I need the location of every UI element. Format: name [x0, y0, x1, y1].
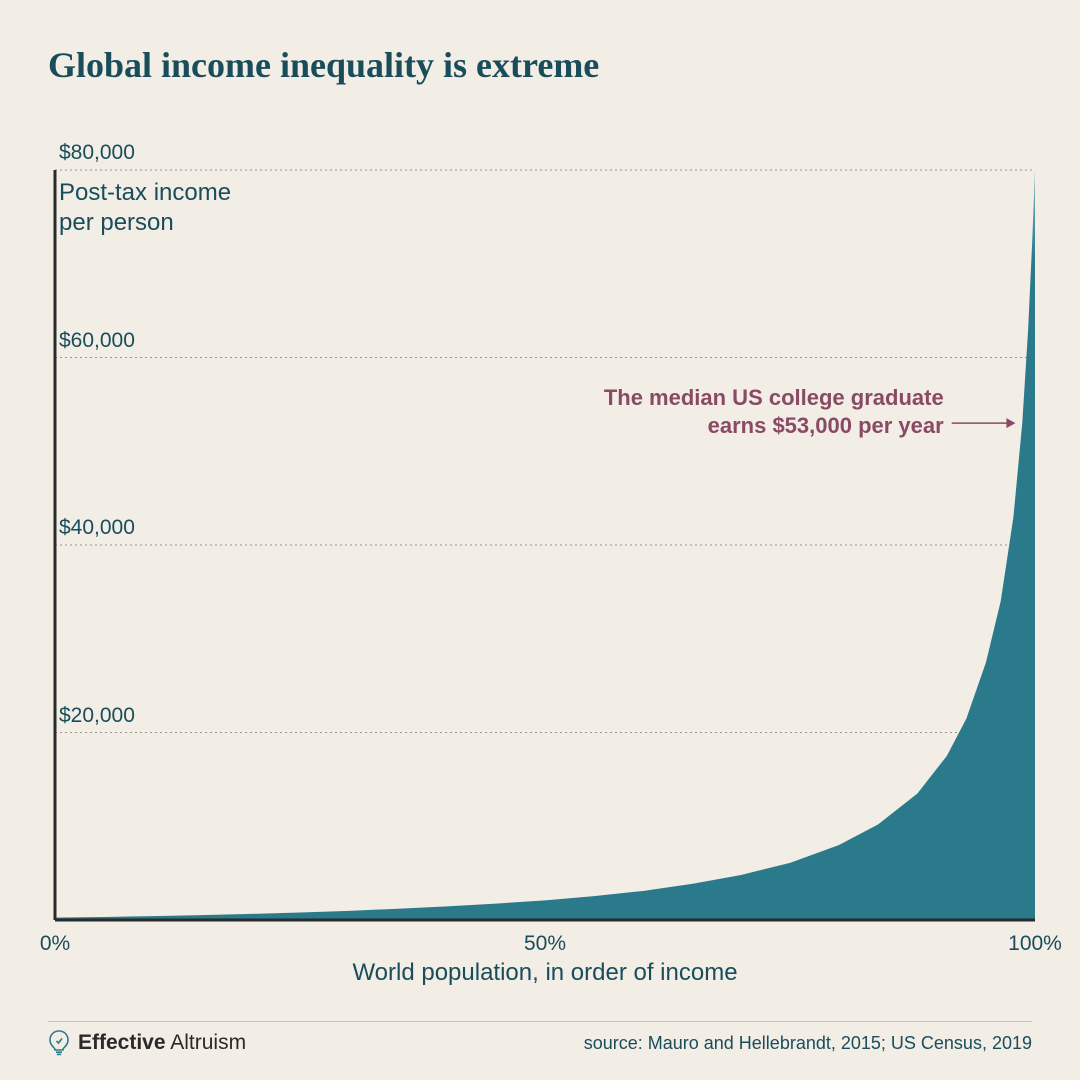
y-axis-title: Post-tax incomeper person — [59, 178, 231, 238]
footer-divider — [48, 1021, 1032, 1022]
chart-footer: Effective Altruism source: Mauro and Hel… — [0, 1030, 1080, 1080]
brand-name-bold: Effective — [78, 1031, 166, 1054]
y-tick-label: $20,000 — [59, 704, 135, 728]
y-tick-label: $80,000 — [59, 141, 135, 165]
x-tick-label: 0% — [40, 932, 70, 956]
median-us-grad-annotation: The median US college graduateearns $53,… — [604, 384, 944, 441]
income-area-chart — [0, 0, 1080, 1080]
y-tick-label: $60,000 — [59, 329, 135, 353]
lightbulb-icon — [48, 1030, 70, 1056]
x-tick-label: 50% — [524, 932, 566, 956]
y-tick-label: $40,000 — [59, 516, 135, 540]
brand-name-light: Altruism — [166, 1031, 247, 1054]
x-tick-label: 100% — [1008, 932, 1062, 956]
x-axis-title: World population, in order of income — [55, 959, 1035, 987]
brand-label: Effective Altruism — [48, 1030, 246, 1056]
source-citation: source: Mauro and Hellebrandt, 2015; US … — [584, 1033, 1032, 1054]
